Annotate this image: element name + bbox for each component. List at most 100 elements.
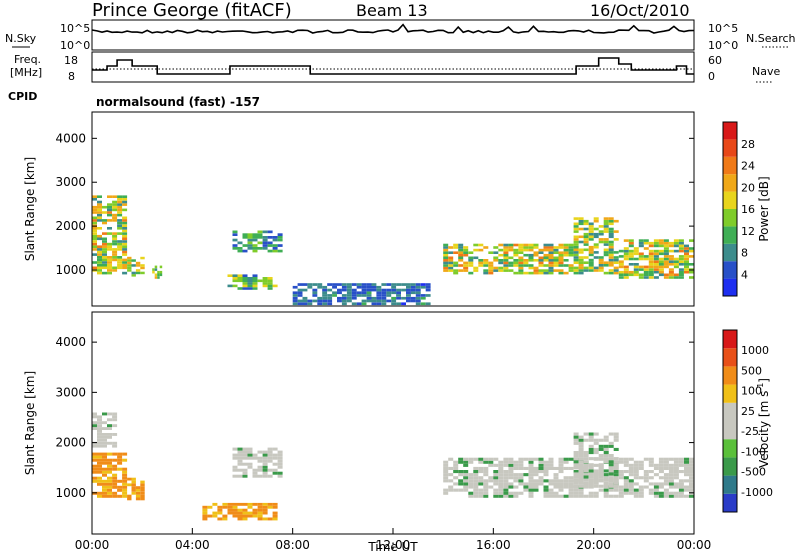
heatmap-cell bbox=[684, 260, 689, 263]
heatmap-cell bbox=[588, 494, 594, 498]
heatmap-cell bbox=[415, 291, 421, 295]
heatmap-cell bbox=[663, 241, 669, 245]
heatmap-cell bbox=[678, 270, 684, 274]
heatmap-cell bbox=[122, 242, 128, 246]
heatmap-cell bbox=[247, 514, 253, 518]
heatmap-cell bbox=[553, 261, 559, 265]
heatmap-cell bbox=[663, 255, 669, 258]
heatmap-cell bbox=[503, 266, 509, 270]
heatmap-cell bbox=[117, 261, 123, 264]
heatmap-cell bbox=[262, 279, 268, 283]
heatmap-cell bbox=[107, 242, 112, 246]
heatmap-cell bbox=[247, 284, 253, 288]
heatmap-cell bbox=[633, 466, 639, 470]
heatmap-cell bbox=[568, 491, 574, 495]
heatmap-cell bbox=[483, 494, 489, 498]
heatmap-cell bbox=[518, 460, 524, 464]
heatmap-cell bbox=[608, 243, 614, 246]
heatmap-cell bbox=[668, 273, 674, 277]
heatmap-cell bbox=[653, 270, 659, 274]
heatmap-cell bbox=[107, 470, 112, 474]
heatmap-cell bbox=[332, 291, 337, 295]
heatmap-cell bbox=[257, 247, 263, 250]
heatmap-cell bbox=[608, 454, 614, 458]
heatmap-cell bbox=[483, 259, 489, 262]
heatmap-cell bbox=[623, 457, 629, 461]
heatmap-cell bbox=[518, 463, 524, 467]
heatmap-cell bbox=[391, 291, 397, 295]
heatmap-cell bbox=[608, 432, 614, 436]
heatmap-cell bbox=[603, 271, 609, 275]
heatmap-cell bbox=[97, 253, 102, 256]
heatmap-cell bbox=[658, 244, 664, 248]
y-tick-label: 2000 bbox=[55, 219, 86, 233]
heatmap-cell bbox=[573, 253, 579, 257]
heatmap-cell bbox=[538, 479, 544, 483]
heatmap-cell bbox=[252, 502, 258, 506]
heatmap-cell bbox=[633, 247, 639, 250]
heatmap-cell bbox=[410, 288, 416, 292]
heatmap-cell bbox=[573, 227, 579, 231]
heatmap-cell bbox=[598, 269, 604, 272]
heatmap-cell bbox=[247, 505, 253, 509]
velocity-colorbar-label: Velocity [m s-1] bbox=[756, 378, 771, 468]
heatmap-cell bbox=[658, 263, 664, 266]
heatmap-cell bbox=[528, 457, 534, 461]
heatmap-cell bbox=[267, 284, 273, 288]
heatmap-cell bbox=[593, 441, 599, 445]
heatmap-cell bbox=[573, 488, 579, 492]
heatmap-cell bbox=[102, 421, 107, 425]
heatmap-cell bbox=[663, 252, 669, 256]
heatmap-cell bbox=[628, 252, 634, 256]
heatmap-cell bbox=[648, 249, 654, 253]
heatmap-cell bbox=[473, 473, 479, 477]
heatmap-cell bbox=[548, 491, 554, 495]
heatmap-cell bbox=[242, 447, 248, 451]
heatmap-cell bbox=[538, 463, 544, 467]
heatmap-cell bbox=[493, 479, 499, 483]
heatmap-cell bbox=[267, 282, 273, 285]
heatmap-cell bbox=[227, 505, 233, 509]
heatmap-cell bbox=[232, 279, 238, 283]
heatmap-cell bbox=[327, 288, 333, 292]
heatmap-cell bbox=[633, 473, 639, 477]
heatmap-cell bbox=[97, 205, 102, 209]
heatmap-cell bbox=[678, 485, 684, 489]
y-tick-label: 2000 bbox=[55, 436, 86, 450]
heatmap-cell bbox=[463, 485, 469, 489]
heatmap-cell bbox=[92, 412, 97, 416]
x-tick-label: 16:00 bbox=[476, 538, 511, 552]
heatmap-cell bbox=[131, 271, 136, 275]
heatmap-cell bbox=[633, 491, 639, 495]
velocity-heatmap-cells bbox=[92, 412, 694, 521]
heatmap-cell bbox=[97, 476, 102, 480]
heatmap-cell bbox=[689, 485, 694, 489]
heatmap-cell bbox=[297, 302, 303, 306]
heatmap-cell bbox=[538, 259, 544, 262]
heatmap-cell bbox=[593, 481, 599, 485]
heatmap-cell bbox=[341, 283, 347, 286]
nsky-panel-frame bbox=[91, 19, 695, 51]
heatmap-cell bbox=[603, 222, 609, 226]
heatmap-cell bbox=[533, 269, 539, 272]
heatmap-cell bbox=[488, 269, 494, 272]
heatmap-cell bbox=[678, 463, 684, 467]
heatmap-cell bbox=[247, 247, 253, 250]
heatmap-cell bbox=[588, 491, 594, 495]
heatmap-cell bbox=[533, 457, 539, 461]
heatmap-cell bbox=[563, 248, 569, 252]
heatmap-cell bbox=[252, 471, 258, 475]
heatmap-cell bbox=[633, 470, 639, 474]
heatmap-cell bbox=[668, 257, 674, 261]
heatmap-cell bbox=[583, 457, 589, 461]
heatmap-cell bbox=[448, 473, 454, 477]
heatmap-cell bbox=[563, 259, 569, 262]
heatmap-cell bbox=[563, 243, 569, 247]
heatmap-cell bbox=[608, 488, 614, 492]
heatmap-cell bbox=[391, 288, 397, 292]
heatmap-cell bbox=[543, 463, 549, 467]
heatmap-cell bbox=[117, 467, 123, 471]
heatmap-cell bbox=[401, 288, 406, 292]
heatmap-cell bbox=[613, 463, 619, 467]
heatmap-cell bbox=[653, 463, 659, 467]
